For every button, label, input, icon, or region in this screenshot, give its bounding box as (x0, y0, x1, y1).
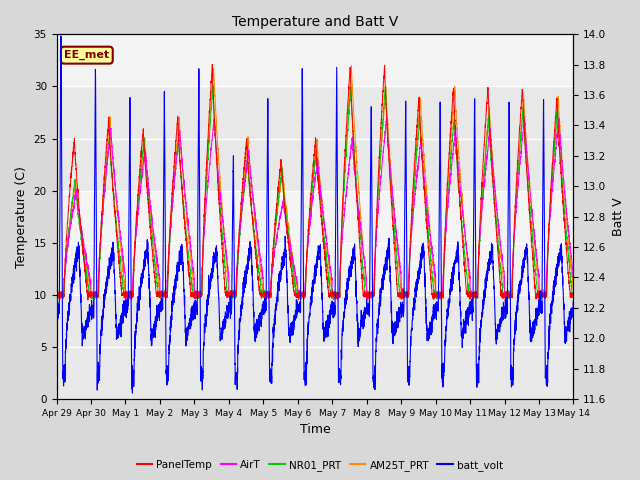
NR01_PRT (52, 292, 60, 298)
Line: batt_volt: batt_volt (56, 36, 573, 393)
NR01_PRT (90, 297, 98, 302)
PanelTemp (431, 293, 438, 299)
Y-axis label: Temperature (C): Temperature (C) (15, 166, 28, 267)
AirT (145, 192, 153, 198)
AirT (296, 290, 303, 296)
Line: AirT: AirT (56, 117, 573, 300)
NR01_PRT (570, 293, 577, 299)
AirT (431, 268, 438, 274)
AM25T_PRT (330, 297, 338, 302)
NR01_PRT (146, 210, 154, 216)
AirT (403, 293, 410, 299)
PanelTemp (52, 291, 60, 297)
Y-axis label: Batt V: Batt V (612, 197, 625, 236)
batt_volt (296, 304, 303, 310)
AM25T_PRT (52, 289, 60, 295)
AM25T_PRT (431, 280, 438, 286)
NR01_PRT (296, 293, 303, 299)
batt_volt (57, 33, 65, 39)
Line: NR01_PRT: NR01_PRT (56, 85, 573, 300)
PanelTemp (403, 291, 410, 297)
Title: Temperature and Batt V: Temperature and Batt V (232, 15, 398, 29)
batt_volt (52, 299, 60, 304)
batt_volt (570, 306, 577, 312)
PanelTemp (146, 217, 154, 223)
PanelTemp (296, 293, 303, 299)
AM25T_PRT (569, 285, 577, 291)
batt_volt (146, 293, 154, 299)
batt_volt (569, 311, 577, 316)
AirT (569, 271, 577, 276)
PanelTemp (84, 297, 92, 303)
Line: PanelTemp: PanelTemp (56, 64, 573, 300)
NR01_PRT (460, 247, 468, 253)
AM25T_PRT (570, 290, 577, 296)
AirT (364, 297, 371, 303)
AM25T_PRT (403, 294, 410, 300)
Bar (56, 191, 573, 295)
AirT (460, 221, 468, 227)
NR01_PRT (403, 293, 410, 299)
NR01_PRT (209, 82, 217, 88)
AM25T_PRT (145, 193, 153, 199)
batt_volt (129, 390, 136, 396)
AirT (570, 274, 577, 280)
PanelTemp (209, 61, 216, 67)
batt_volt (431, 315, 438, 321)
Text: EE_met: EE_met (64, 50, 109, 60)
AirT (211, 114, 218, 120)
PanelTemp (569, 290, 577, 296)
AirT (52, 290, 60, 296)
NR01_PRT (431, 292, 438, 298)
PanelTemp (460, 263, 468, 268)
Bar (56, 35, 573, 86)
AM25T_PRT (460, 220, 468, 226)
X-axis label: Time: Time (300, 423, 330, 436)
PanelTemp (570, 292, 577, 298)
AM25T_PRT (296, 293, 303, 299)
Legend: PanelTemp, AirT, NR01_PRT, AM25T_PRT, batt_volt: PanelTemp, AirT, NR01_PRT, AM25T_PRT, ba… (132, 456, 508, 475)
AM25T_PRT (348, 63, 355, 69)
NR01_PRT (569, 294, 577, 300)
batt_volt (460, 326, 468, 332)
Line: AM25T_PRT: AM25T_PRT (56, 66, 573, 300)
batt_volt (403, 161, 410, 167)
